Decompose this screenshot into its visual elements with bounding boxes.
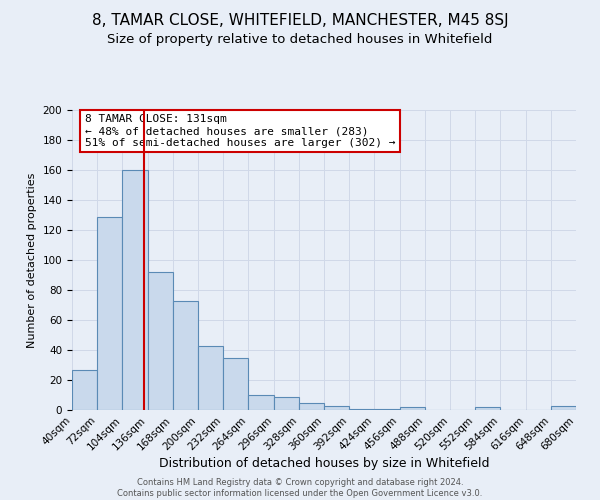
Text: 8 TAMAR CLOSE: 131sqm
← 48% of detached houses are smaller (283)
51% of semi-det: 8 TAMAR CLOSE: 131sqm ← 48% of detached … bbox=[85, 114, 395, 148]
Bar bbox=[198, 346, 223, 410]
Bar bbox=[223, 358, 248, 410]
Text: Contains HM Land Registry data © Crown copyright and database right 2024.
Contai: Contains HM Land Registry data © Crown c… bbox=[118, 478, 482, 498]
Bar bbox=[97, 216, 122, 410]
Text: 8, TAMAR CLOSE, WHITEFIELD, MANCHESTER, M45 8SJ: 8, TAMAR CLOSE, WHITEFIELD, MANCHESTER, … bbox=[92, 12, 508, 28]
Y-axis label: Number of detached properties: Number of detached properties bbox=[27, 172, 37, 348]
Bar bbox=[551, 406, 576, 410]
Bar bbox=[173, 300, 198, 410]
Bar bbox=[122, 170, 148, 410]
Bar bbox=[299, 402, 324, 410]
Bar bbox=[400, 407, 425, 410]
Bar bbox=[349, 408, 374, 410]
Bar bbox=[248, 395, 274, 410]
Bar bbox=[374, 408, 400, 410]
Bar bbox=[324, 406, 349, 410]
Bar bbox=[72, 370, 97, 410]
Bar bbox=[274, 396, 299, 410]
X-axis label: Distribution of detached houses by size in Whitefield: Distribution of detached houses by size … bbox=[159, 458, 489, 470]
Bar bbox=[475, 407, 500, 410]
Bar bbox=[148, 272, 173, 410]
Text: Size of property relative to detached houses in Whitefield: Size of property relative to detached ho… bbox=[107, 32, 493, 46]
